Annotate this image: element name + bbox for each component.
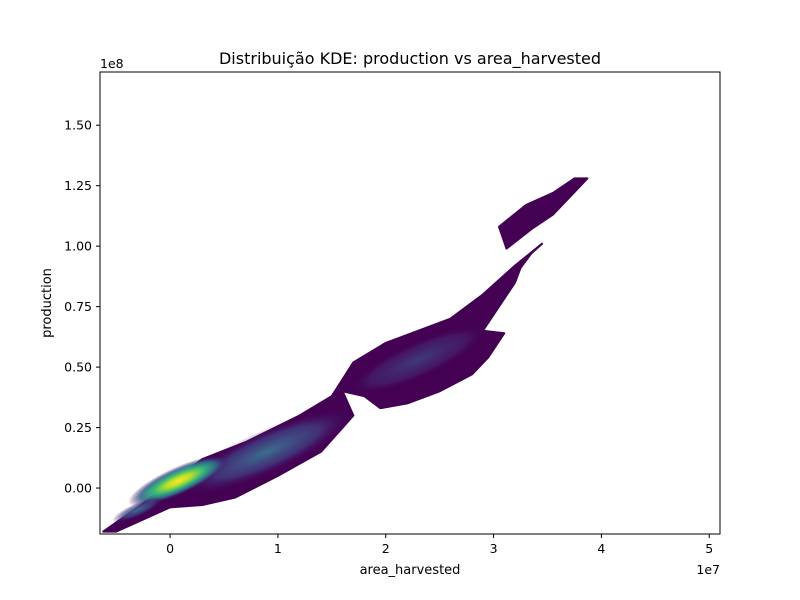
density-region-peak: [128, 454, 230, 507]
plot-area: [102, 177, 589, 533]
chart-title: Distribuição KDE: production vs area_har…: [219, 49, 601, 69]
x-tick-label: 2: [382, 541, 390, 556]
density-region-mid-cluster: [179, 407, 355, 496]
y-tick-label: 0.25: [64, 420, 92, 435]
density-region-upper-island: [498, 177, 589, 250]
y-axis-label: production: [40, 268, 55, 338]
y-tick-label: 0.50: [64, 360, 92, 375]
density-region-tail: [112, 496, 164, 523]
x-axis: 0 1 2 3 4 5: [166, 534, 713, 556]
x-axis-label: area_harvested: [360, 563, 461, 578]
x-tick-label: 1: [274, 541, 282, 556]
y-tick-label: 1.50: [64, 118, 92, 133]
y-tick-label: 0.00: [64, 481, 92, 496]
y-tick-label: 1.25: [64, 178, 92, 193]
density-layer: [102, 177, 589, 533]
y-axis: 0.00 0.25 0.50 0.75 1.00 1.25 1.50: [64, 118, 100, 496]
y-offset-label: 1e8: [100, 56, 124, 71]
plot-frame: [99, 71, 721, 535]
y-tick-label: 0.75: [64, 299, 92, 314]
y-tick-label: 1.00: [64, 239, 92, 254]
x-tick-label: 4: [597, 541, 605, 556]
x-offset-label: 1e7: [696, 562, 720, 577]
x-tick-label: 0: [166, 541, 174, 556]
x-tick-label: 3: [490, 541, 498, 556]
density-region-upper-mid-cluster: [349, 325, 487, 395]
x-tick-label: 5: [705, 541, 713, 556]
